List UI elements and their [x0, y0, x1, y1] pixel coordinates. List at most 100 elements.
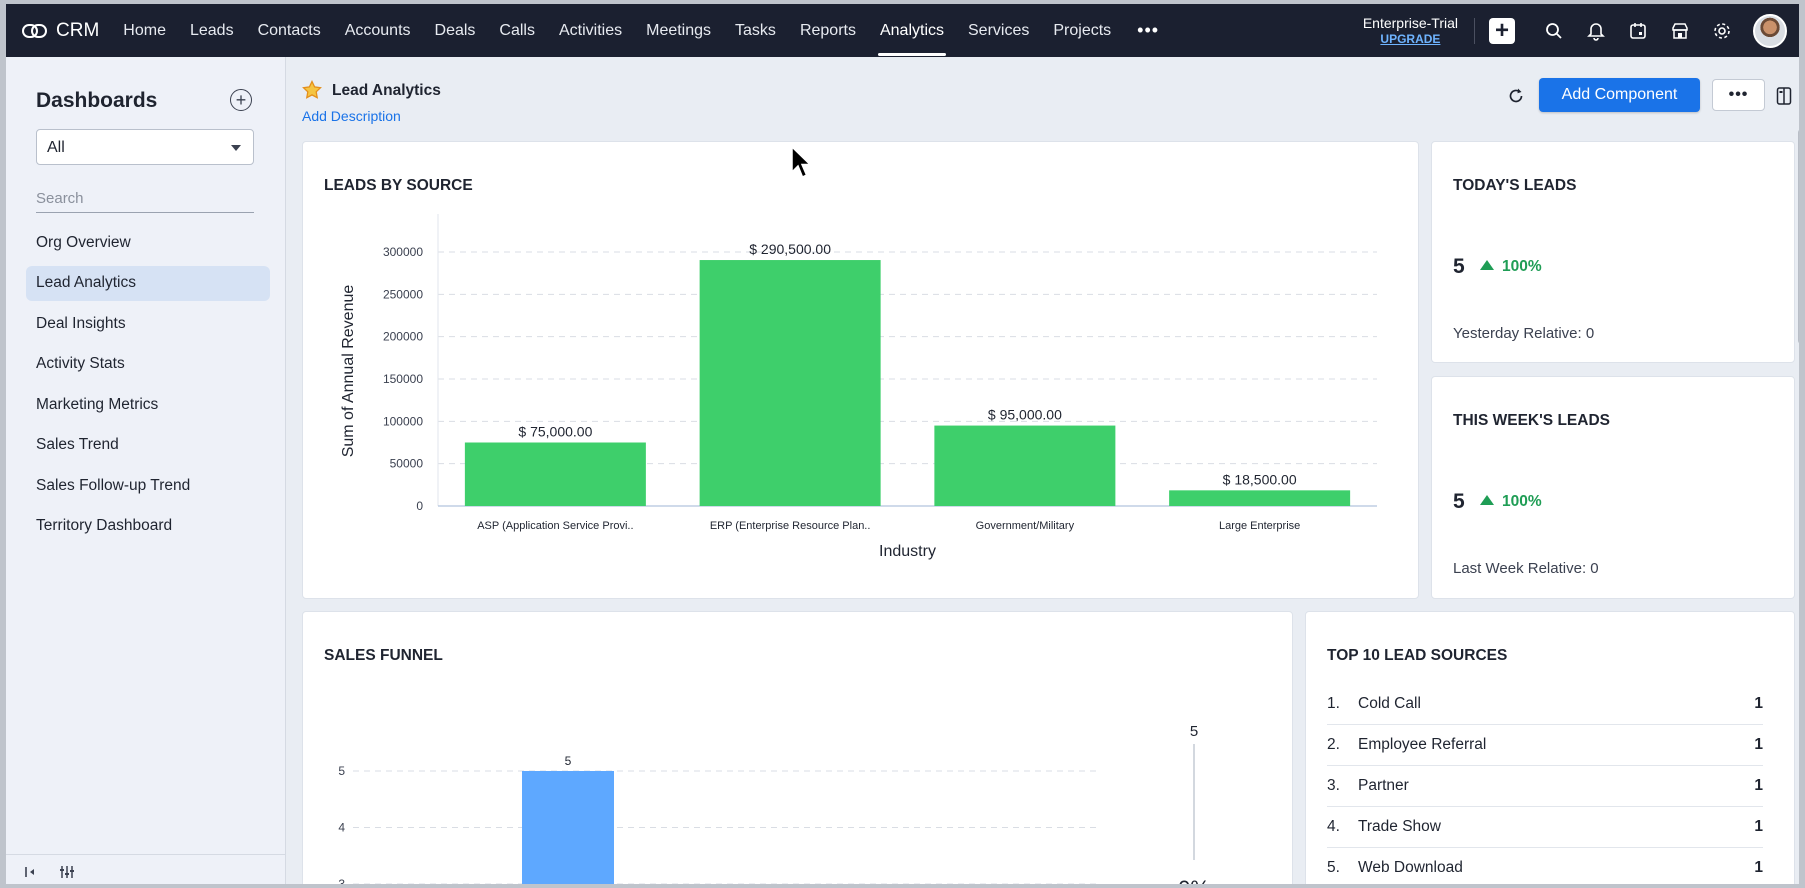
- nav-divider: [1474, 17, 1475, 44]
- nav-tab-activities[interactable]: Activities: [558, 21, 623, 39]
- add-component-button[interactable]: Add Component: [1539, 78, 1700, 112]
- nav-tab-meetings[interactable]: Meetings: [646, 21, 712, 39]
- sidebar-item-deal-insights[interactable]: Deal Insights: [36, 314, 126, 332]
- card-title: LEADS BY SOURCE: [324, 177, 473, 194]
- rank-label: 1.: [1327, 695, 1340, 712]
- card-title: THIS WEEK'S LEADS: [1453, 412, 1610, 429]
- y-tick-label: 150000: [383, 372, 423, 386]
- customize-sliders-icon[interactable]: [56, 861, 78, 883]
- rank-label: 4.: [1327, 818, 1340, 835]
- marketplace-icon[interactable]: [1668, 19, 1692, 43]
- nav-tab-deals[interactable]: Deals: [434, 21, 476, 39]
- app-name: CRM: [56, 19, 100, 41]
- collapse-sidebar-icon[interactable]: [20, 861, 42, 883]
- nav-more-button[interactable]: •••: [1137, 20, 1160, 40]
- sidebar-item-lead-analytics[interactable]: Lead Analytics: [26, 265, 270, 301]
- y-tick-label: 200000: [383, 330, 423, 344]
- sales-funnel-card[interactable]: SALES FUNNEL 3 4 5 5 5 0%: [302, 611, 1293, 888]
- nav-tab-projects[interactable]: Projects: [1053, 21, 1112, 39]
- add-description-link[interactable]: Add Description: [302, 108, 401, 124]
- x-tick-label: ERP (Enterprise Resource Plan..: [710, 520, 871, 532]
- source-count: 1: [1754, 777, 1763, 794]
- brand[interactable]: CRM: [22, 20, 99, 42]
- todays-leads-card[interactable]: TODAY'S LEADS 5 100% Yesterday Relative:…: [1431, 141, 1795, 363]
- panel-toggle-icon[interactable]: [1776, 86, 1792, 106]
- nav-tab-calls[interactable]: Calls: [499, 21, 535, 39]
- source-name: Cold Call: [1358, 695, 1421, 712]
- source-name: Employee Referral: [1358, 736, 1487, 753]
- kpi-relative: Yesterday Relative: 0: [1453, 325, 1595, 342]
- source-name: Web Download: [1358, 859, 1463, 876]
- dashboard-search-input[interactable]: [36, 185, 254, 213]
- dashboard-filter-select[interactable]: All: [36, 129, 254, 165]
- bar: [934, 425, 1116, 506]
- upgrade-link[interactable]: UPGRADE: [1380, 31, 1441, 46]
- plan-label: Enterprise-Trial: [1362, 14, 1458, 31]
- lead-sources-list: 1. Cold Call 1 2. Employee Referral 1 3. Partne…: [1327, 684, 1763, 884]
- top-lead-sources-card[interactable]: TOP 10 LEAD SOURCES 1. Cold Call 1 2. Employ…: [1305, 611, 1795, 884]
- weeks-leads-card[interactable]: THIS WEEK'S LEADS 5 100% Last Week Relat…: [1431, 376, 1795, 599]
- bell-icon[interactable]: [1584, 19, 1608, 43]
- calendar-icon[interactable]: [1626, 19, 1650, 43]
- nav-tab-contacts[interactable]: Contacts: [257, 21, 321, 39]
- sidebar-item-sales-trend[interactable]: Sales Trend: [36, 436, 119, 453]
- trend-up-icon: [1480, 495, 1494, 505]
- leads-by-source-chart: 0 50000 100000 150000 200000 250000 300000 $ 75…: [340, 214, 1377, 560]
- rank-label: 2.: [1327, 736, 1340, 753]
- sidebar-item-sales-follow-up-trend[interactable]: Sales Follow-up Trend: [36, 476, 191, 494]
- nav-tab-leads[interactable]: Leads: [189, 21, 234, 39]
- sidebar-title: Dashboards: [36, 89, 158, 112]
- avatar[interactable]: [1753, 13, 1787, 48]
- y-tick-label: 100000: [383, 414, 423, 428]
- data-label: $ 95,000.00: [988, 407, 1062, 423]
- nav-tab-services[interactable]: Services: [968, 21, 1030, 39]
- y-tick-label: 50000: [390, 457, 424, 471]
- more-options-button[interactable]: •••: [1712, 79, 1765, 111]
- nav-tab-analytics[interactable]: Analytics: [868, 4, 956, 57]
- kpi-value: 5: [1453, 490, 1465, 513]
- source-count: 1: [1754, 859, 1763, 876]
- list-item[interactable]: 1. Cold Call 1: [1327, 684, 1763, 725]
- card-title: SALES FUNNEL: [324, 647, 443, 664]
- leads-by-source-card[interactable]: LEADS BY SOURCE 0 50000 100000 150000 200000…: [302, 141, 1419, 599]
- list-item[interactable]: 2. Employee Referral 1: [1327, 725, 1763, 766]
- sidebar-item-activity-stats[interactable]: Activity Stats: [36, 355, 125, 372]
- data-label: $ 18,500.00: [1223, 471, 1297, 487]
- dashboard-title: Lead Analytics: [332, 82, 441, 99]
- nav-tab-reports[interactable]: Reports: [799, 21, 856, 39]
- refresh-icon[interactable]: [1506, 86, 1528, 108]
- card-title: TOP 10 LEAD SOURCES: [1327, 647, 1508, 664]
- funnel-side-percent: 0%: [1178, 876, 1210, 888]
- source-count: 1: [1754, 695, 1763, 712]
- gear-icon[interactable]: [1710, 19, 1734, 43]
- kpi-change: 100%: [1502, 258, 1542, 275]
- list-item[interactable]: 5. Web Download 1: [1327, 848, 1763, 884]
- sales-funnel-chart: 3 4 5 5 5 0%: [338, 723, 1210, 888]
- y-tick-label: 250000: [383, 287, 423, 301]
- add-dashboard-icon[interactable]: +: [230, 89, 252, 111]
- x-axis-title: Industry: [879, 543, 936, 560]
- sidebar-item-territory-dashboard[interactable]: Territory Dashboard: [36, 517, 173, 534]
- sidebar-item-org-overview[interactable]: Org Overview: [36, 233, 131, 251]
- favorite-star-icon[interactable]: [302, 80, 322, 105]
- dashboards-sidebar: Dashboards + All Org Overview Lead Analyt…: [6, 57, 286, 884]
- rank-label: 5.: [1327, 859, 1340, 876]
- source-name: Trade Show: [1358, 818, 1441, 835]
- nav-tab-home[interactable]: Home: [123, 21, 166, 39]
- sidebar-item-marketing-metrics[interactable]: Marketing Metrics: [36, 395, 159, 413]
- plan-info: Enterprise-Trial UPGRADE: [1363, 15, 1458, 47]
- top-nav: CRM Home Leads Contacts Accounts Deals Calls A…: [6, 4, 1799, 57]
- list-item[interactable]: 4. Trade Show 1: [1327, 807, 1763, 848]
- create-new-button[interactable]: +: [1489, 17, 1515, 44]
- bar: [464, 442, 646, 506]
- page-scrollbar[interactable]: [1798, 129, 1799, 344]
- nav-tab-accounts[interactable]: Accounts: [344, 21, 411, 39]
- rank-label: 3.: [1327, 777, 1340, 794]
- search-icon[interactable]: [1542, 19, 1566, 43]
- bar: [699, 260, 881, 506]
- list-item[interactable]: 3. Partner 1: [1327, 766, 1763, 807]
- data-label: $ 290,500.00: [749, 241, 831, 257]
- kpi-value: 5: [1453, 255, 1465, 278]
- nav-tab-tasks[interactable]: Tasks: [735, 21, 776, 39]
